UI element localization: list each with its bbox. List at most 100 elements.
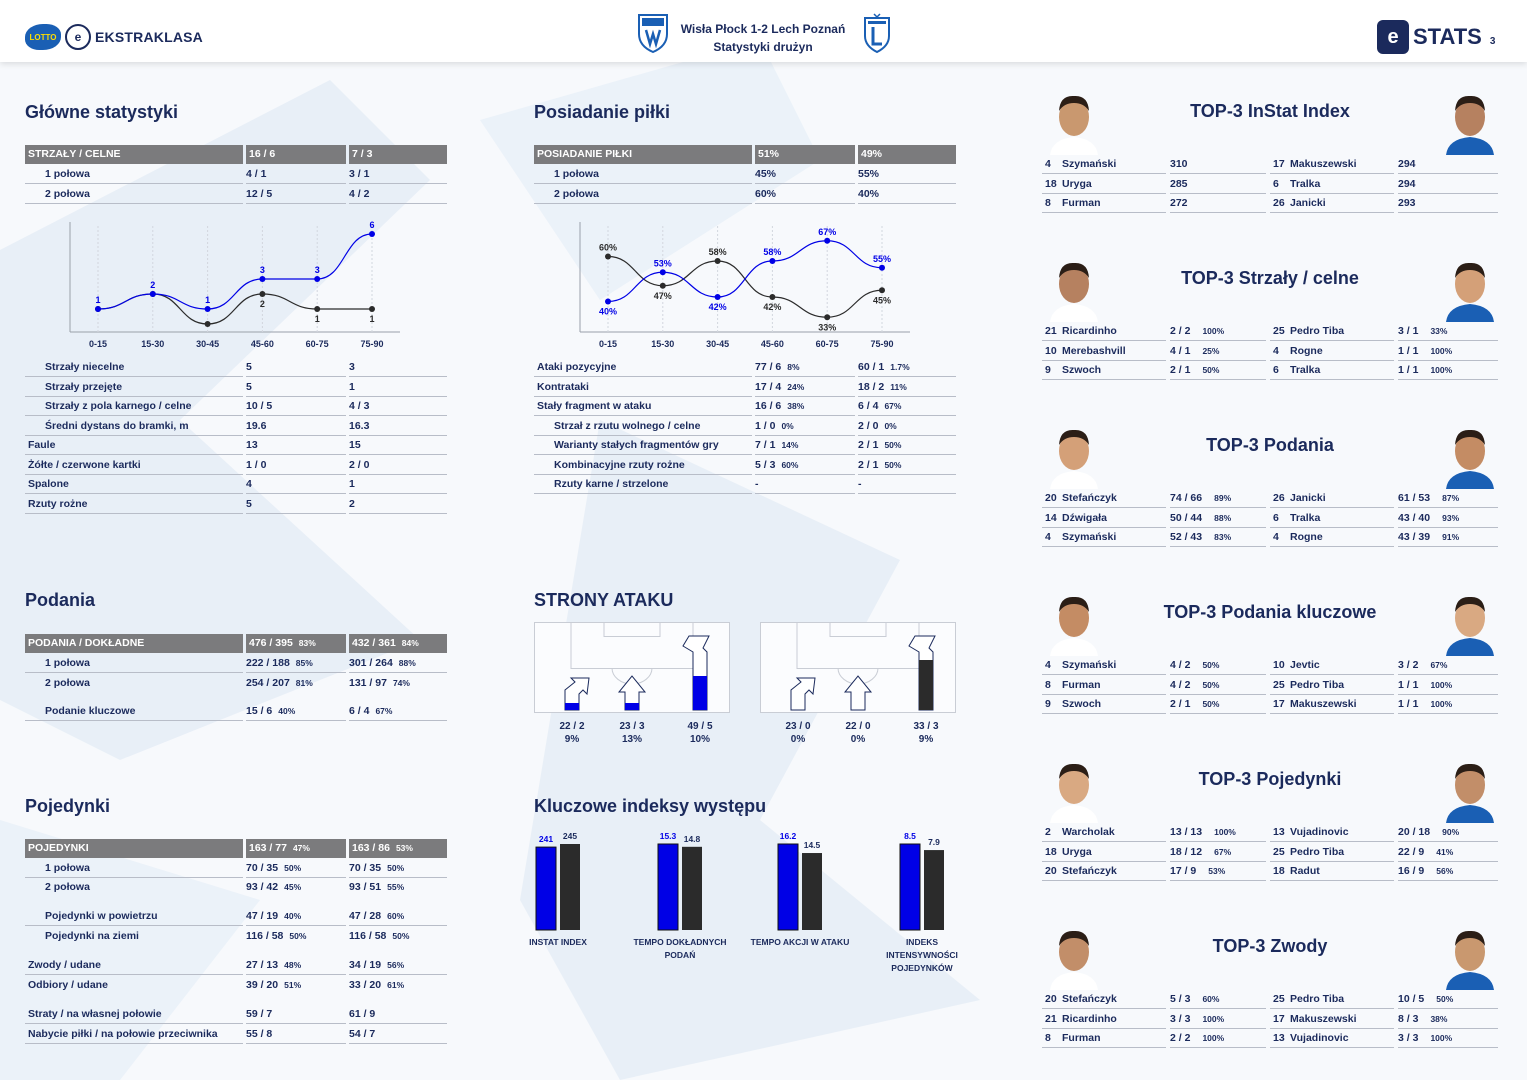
home-value: 55 / 8 <box>246 1025 346 1044</box>
top3-row: 10 Merebashvill 4 / 1 25% 4 Rogne 1 / 1 100% <box>1042 342 1500 361</box>
cell-percent: 61% <box>387 980 405 990</box>
cell-value: Faule <box>28 439 56 451</box>
player-number: 10 <box>1273 659 1285 671</box>
home-value: 16 / 6 <box>246 145 346 164</box>
player-value: 50 / 44 <box>1170 511 1203 524</box>
point-label: 6 <box>369 220 374 230</box>
cell-value: POSIADANIE PIŁKI <box>537 148 633 160</box>
cell-value: Warianty stałych fragmentów gry <box>554 439 719 451</box>
cell-value: 222 / 188 <box>246 657 290 669</box>
top3-row: 20 Stefańczyk 17 / 9 53% 18 Radut 16 / 9 56% <box>1042 862 1500 882</box>
away-value: 16.3 <box>349 417 447 436</box>
player-photo <box>1050 763 1098 823</box>
cell-value: 4 / 2 <box>349 188 370 200</box>
player-photo <box>1050 262 1098 322</box>
table-row: Rzuty rożne 5 2 <box>25 495 447 514</box>
player-photo <box>1446 763 1494 823</box>
away-value: 33 / 20 61% <box>349 976 447 995</box>
player-value-cell: 293 <box>1398 194 1498 214</box>
player-face <box>1059 265 1089 303</box>
top3-row: 8 Furman 2 / 2 100% 13 Vujadinovic 3 / 3 100% <box>1042 1029 1500 1049</box>
player-value: 16 / 9 <box>1398 865 1425 878</box>
player-cell: 25 Pedro Tiba <box>1270 322 1394 341</box>
player-photo <box>1050 596 1098 656</box>
player-value: 18 / 12 <box>1170 845 1203 858</box>
data-point <box>714 294 721 300</box>
player-number: 17 <box>1273 158 1285 170</box>
player-value-cell: 13 / 13 100% <box>1170 823 1266 842</box>
cell-value: 60 / 1 <box>858 361 885 373</box>
player-value: 4 / 2 <box>1170 659 1191 671</box>
row-label: Odbiory / udane <box>25 976 243 995</box>
shots-timeline-chart: 0-15 15-30 30-45 45-60 60-75 75-90 2 1 1 1 2 1 3 3 6 <box>69 220 400 349</box>
top3-table: 2 Warcholak 13 / 13 100% 13 Vujadinovic 20 / 1… <box>1042 823 1500 883</box>
player-name: Ricardinho <box>1062 325 1117 337</box>
cell-value: 4 / 1 <box>246 168 267 180</box>
duels-table: POJEDYNKI 163 / 77 47% 163 / 86 53% 1 połowa 7… <box>25 839 447 1049</box>
cell-value: 1 <box>349 478 355 490</box>
player-photo <box>1446 596 1494 656</box>
point-label: 1 <box>205 295 210 305</box>
cell-value: 1 <box>349 380 355 393</box>
cell-value: 163 / 77 <box>249 842 287 854</box>
row-label: Kontrataki <box>534 378 752 397</box>
attack-fill-bar <box>919 660 933 710</box>
player-number: 14 <box>1045 511 1057 524</box>
away-value: 2 / 1 50% <box>858 436 956 455</box>
attack-percent: 0% <box>850 734 866 745</box>
cell-value: 16 / 6 <box>755 400 782 412</box>
player-value-cell: 2 / 1 50% <box>1170 695 1266 715</box>
player-name: Jevtic <box>1290 659 1320 671</box>
e-logo-icon: e <box>1377 20 1409 54</box>
key-indexes-title: Kluczowe indeksy występu <box>534 796 767 816</box>
player-shirt <box>1446 471 1494 489</box>
cell-value: 55% <box>858 168 880 180</box>
player-cell: 26 Janicki <box>1270 194 1394 214</box>
player-cell: 6 Tralka <box>1270 175 1394 194</box>
cell-value: 131 / 97 <box>349 677 387 689</box>
player-number: 13 <box>1273 826 1285 838</box>
away-value: 6 / 4 67% <box>349 702 447 721</box>
player-value: 22 / 9 <box>1398 845 1425 858</box>
series-line <box>97 293 372 325</box>
away-value: - <box>858 475 956 494</box>
player-value: 2 / 2 <box>1170 1032 1191 1045</box>
header-bar: LOTTO e EKSTRAKLASA Wisła Płock 1-2 Lech… <box>0 0 1527 62</box>
row-label: 2 połowa <box>25 185 243 204</box>
cell-percent: 0% <box>884 420 897 431</box>
player-cell: 6 Tralka <box>1270 509 1394 528</box>
cell-percent: 74% <box>392 678 410 688</box>
home-value: 59 / 7 <box>246 1005 346 1024</box>
cell-value: 40% <box>858 188 880 200</box>
player-value: 4 / 2 <box>1170 678 1191 691</box>
row-label: PODANIA / DOKŁADNE <box>25 634 243 653</box>
cell-value: 18 / 2 <box>858 380 885 393</box>
player-value-cell: 2 / 2 100% <box>1170 1029 1266 1049</box>
data-point <box>149 291 156 297</box>
player-shirt <box>1050 304 1098 322</box>
player-number: 26 <box>1273 492 1285 504</box>
data-point <box>314 276 321 282</box>
cell-value: Strzały przejęte <box>45 380 123 393</box>
row-label: Zwody / udane <box>25 956 243 975</box>
player-percent: 90% <box>1442 827 1460 837</box>
row-label: Strzał z rzutu wolnego / celne <box>534 417 752 436</box>
cell-value: 5 <box>246 361 252 373</box>
cell-value: 34 / 19 <box>349 959 382 971</box>
point-label: 1 <box>95 295 100 305</box>
player-number: 4 <box>1045 531 1051 544</box>
home-value: 222 / 188 85% <box>246 654 346 673</box>
player-number: 20 <box>1045 865 1057 878</box>
away-value: 93 / 51 55% <box>349 878 447 897</box>
cell-value: PODANIA / DOKŁADNE <box>28 637 145 649</box>
home-value: 5 <box>246 495 346 514</box>
player-percent: 88% <box>1214 512 1232 523</box>
home-value: 7 / 1 14% <box>755 436 855 455</box>
player-value-cell: 272 <box>1170 194 1266 214</box>
cell-percent: 50% <box>284 863 302 873</box>
player-percent: 100% <box>1202 326 1225 336</box>
player-name: Furman <box>1062 1032 1101 1045</box>
player-hair <box>1455 429 1485 445</box>
player-shirt <box>1446 805 1494 823</box>
player-hair <box>1059 95 1089 111</box>
